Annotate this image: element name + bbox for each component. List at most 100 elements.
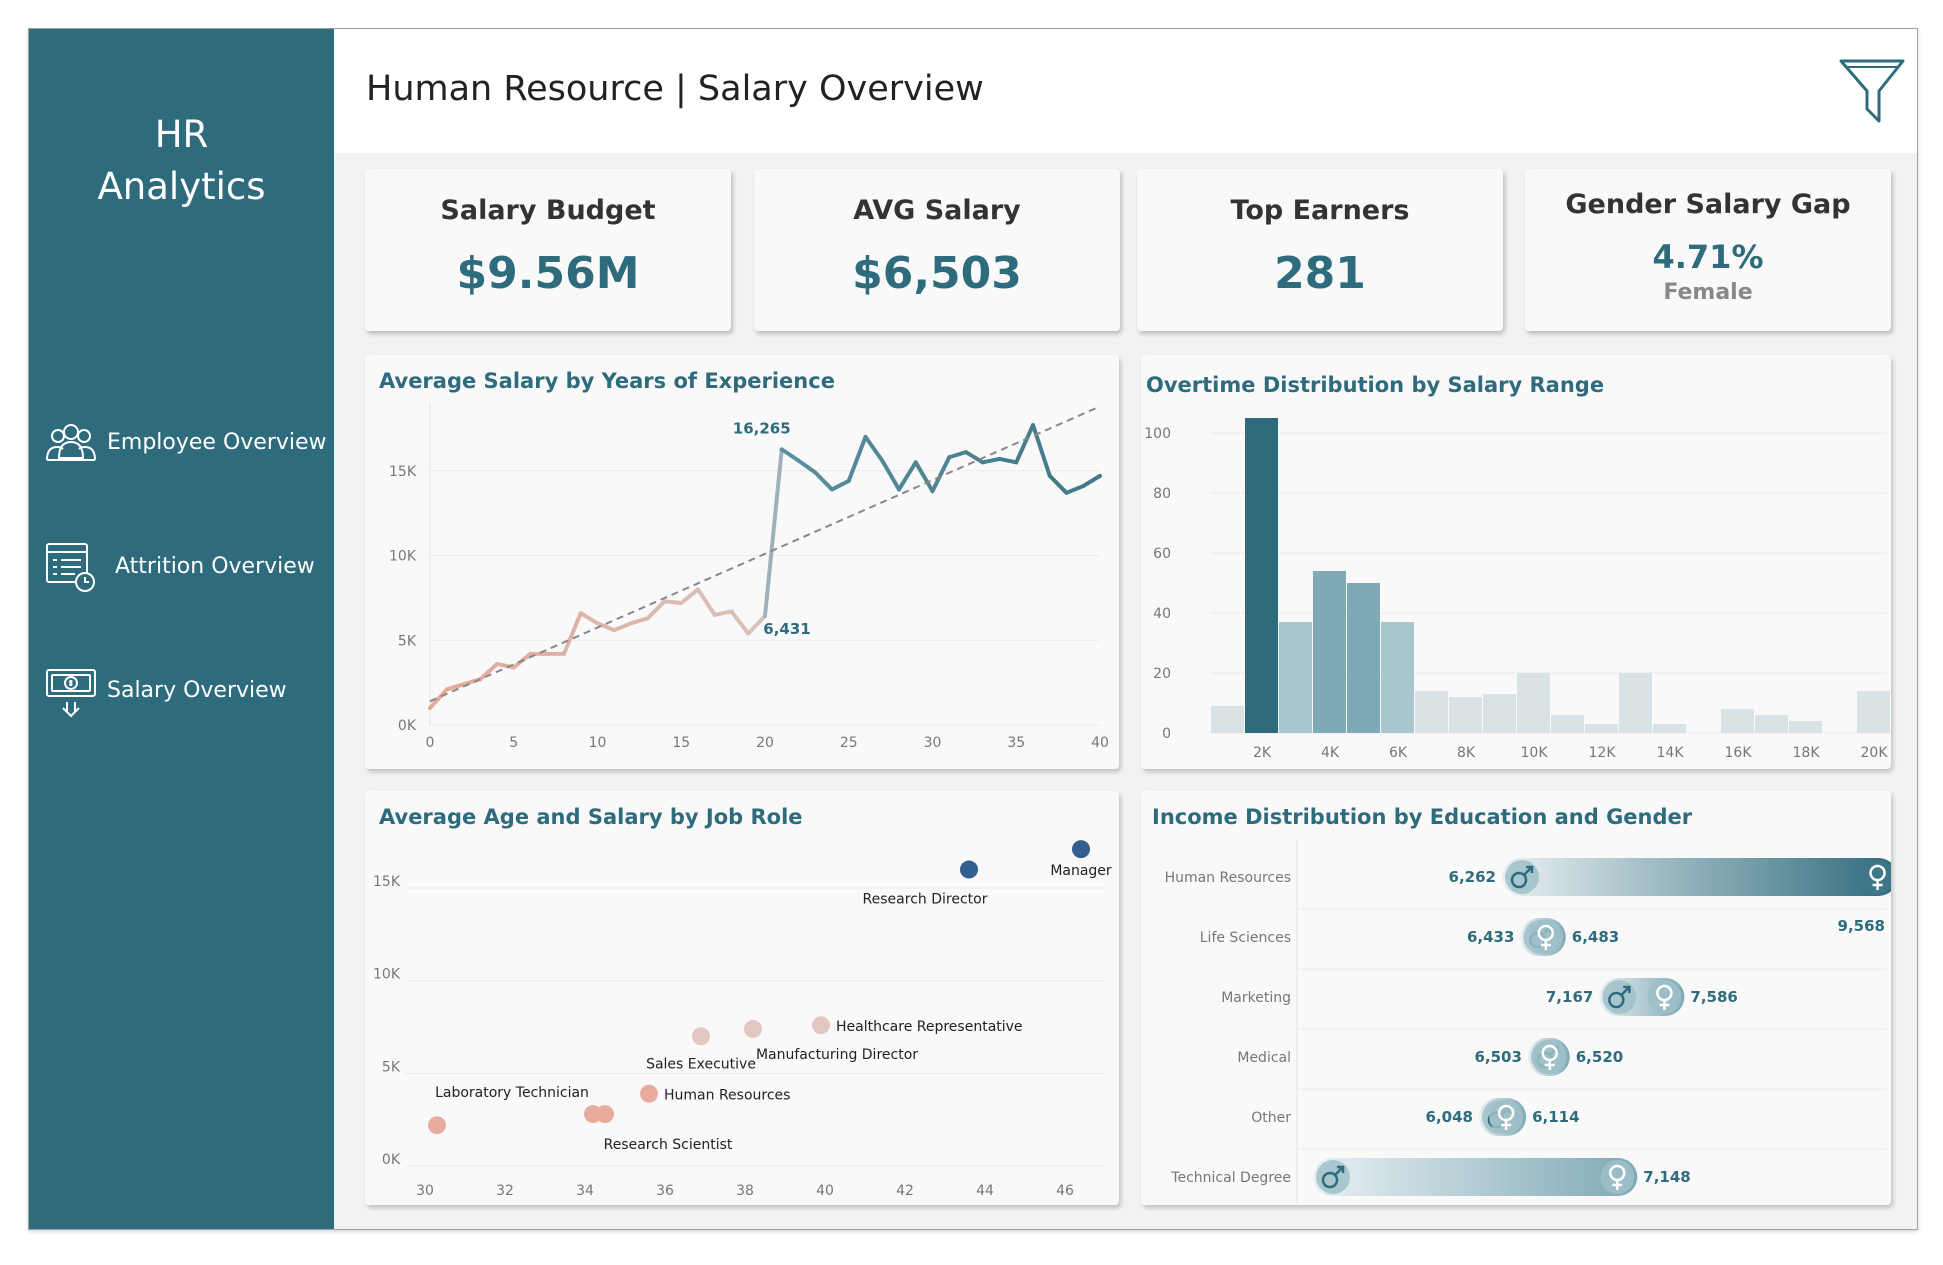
y-tick-label: 60 xyxy=(1153,546,1171,562)
x-tick-label: 18K xyxy=(1793,745,1821,761)
line-segment xyxy=(629,616,650,626)
point-label: Manufacturing Director xyxy=(756,1047,918,1063)
line-segment xyxy=(763,447,784,619)
female-value-label: 6,520 xyxy=(1576,1048,1623,1066)
x-tick-label: 40 xyxy=(1091,735,1109,751)
range-bar xyxy=(1502,858,1891,896)
female-symbol-icon xyxy=(1497,1104,1515,1130)
histogram-bar xyxy=(1415,691,1448,733)
category-label: Technical Degree xyxy=(1170,1170,1291,1186)
line-segment xyxy=(813,470,834,492)
point-label: Manager xyxy=(1050,863,1112,879)
panel-salary-by-experience: 0K 5K 10K 15K 0 5 10 15 20 25 30 35 40 16,265 6,431 Av… xyxy=(365,355,1119,769)
nav-employee-overview[interactable]: Employee Overview xyxy=(43,413,333,471)
female-value-label: 6,483 xyxy=(1572,928,1619,946)
x-tick-label: 46 xyxy=(1056,1183,1074,1199)
kpi-avg-salary-value: $6,503 xyxy=(852,248,1022,299)
line-segment xyxy=(1081,473,1102,489)
male-value-label: 6,503 xyxy=(1474,1048,1521,1066)
y-tick-label: 5K xyxy=(382,1059,401,1075)
male-symbol-arrow xyxy=(1334,1165,1345,1176)
line-segment xyxy=(930,455,952,494)
y-tick-label: 15K xyxy=(373,874,401,890)
female-symbol-cross xyxy=(1540,940,1551,950)
male-marker xyxy=(1602,980,1637,1014)
sidebar: HR Analytics Employee Overview xyxy=(29,29,334,1229)
histogram-bar xyxy=(1619,673,1652,733)
histogram-bar xyxy=(1449,697,1482,733)
line-segment xyxy=(964,450,985,465)
line-segment xyxy=(679,587,700,605)
filter-funnel-icon[interactable] xyxy=(1837,55,1907,125)
female-symbol-icon xyxy=(1869,864,1886,890)
x-tick-label: 32 xyxy=(496,1183,514,1199)
x-tick-label: 16K xyxy=(1725,745,1753,761)
y-tick-label: 0K xyxy=(398,718,417,734)
histogram-bar xyxy=(1857,691,1890,733)
y-tick-label: 100 xyxy=(1144,426,1171,442)
male-value-label: 7,167 xyxy=(1546,988,1593,1006)
scatter-point xyxy=(960,860,978,879)
line-segment xyxy=(830,478,851,492)
kpi-gender-salary-gap: Gender Salary Gap 4.71% Female xyxy=(1525,169,1891,331)
scatter-point xyxy=(812,1016,830,1035)
y-tick-label: 0 xyxy=(1162,726,1171,742)
female-marker xyxy=(1647,980,1682,1014)
point-label: Research Director xyxy=(863,892,988,908)
scatter-point xyxy=(584,1105,602,1124)
chart-title: Income Distribution by Education and Gen… xyxy=(1152,805,1693,829)
line-segment xyxy=(897,460,918,492)
kpi-salary-budget: Salary Budget $9.56M xyxy=(365,169,731,331)
x-tick-label: 25 xyxy=(840,735,858,751)
histogram-bar xyxy=(1313,571,1346,733)
x-tick-label: 12K xyxy=(1589,745,1617,761)
clipboard-clock-icon xyxy=(46,543,95,592)
x-tick-label: 8K xyxy=(1457,745,1476,761)
chart-title: Overtime Distribution by Salary Range xyxy=(1146,373,1605,397)
line-segment xyxy=(1031,423,1052,478)
male-symbol-circle xyxy=(1510,871,1528,889)
page-header: Human Resource | Salary Overview xyxy=(334,29,1917,153)
brand-title: HR Analytics xyxy=(29,109,334,213)
male-symbol-icon xyxy=(1608,985,1631,1009)
histogram-bar xyxy=(1585,724,1618,733)
line-segment xyxy=(578,611,600,626)
x-tick-label: 0 xyxy=(426,735,435,751)
line-segment xyxy=(428,687,449,711)
y-tick-label: 0K xyxy=(382,1152,401,1168)
female-symbol-cross xyxy=(1612,1180,1623,1190)
kpi-salary-budget-title: Salary Budget xyxy=(440,195,656,226)
x-tick-label: 20 xyxy=(756,735,774,751)
y-tick-label: 10K xyxy=(389,549,417,565)
line-segment xyxy=(980,456,1002,465)
scatter-point xyxy=(640,1084,658,1103)
x-tick-label: 40 xyxy=(816,1183,834,1199)
x-tick-label: 10 xyxy=(589,735,607,751)
category-label: Marketing xyxy=(1221,990,1291,1006)
line-segment xyxy=(779,447,801,463)
line-segment xyxy=(1064,484,1086,495)
line-segment xyxy=(846,434,868,483)
male-symbol-arrow xyxy=(1620,985,1631,996)
histogram-bar xyxy=(1551,715,1584,733)
nav-salary-overview[interactable]: Salary Overview xyxy=(43,661,333,719)
kpi-top-earners-value: 281 xyxy=(1274,248,1366,299)
line-segment xyxy=(595,621,617,633)
people-group-icon xyxy=(46,424,96,461)
line-segment xyxy=(746,614,767,636)
nav-attrition-overview[interactable]: Attrition Overview xyxy=(43,537,333,595)
x-tick-label: 2K xyxy=(1253,745,1272,761)
histogram-bar xyxy=(1755,715,1788,733)
female-symbol-icon xyxy=(1609,1164,1626,1190)
histogram-bar xyxy=(1381,622,1414,733)
female-marker xyxy=(1600,1160,1635,1194)
kpi-top-earners: Top Earners 281 xyxy=(1137,169,1503,331)
x-tick-label: 38 xyxy=(736,1183,754,1199)
histogram-chart: 0 20 40 60 80 100 2K 4K 6K 8K 10K 12K 14K 16K 18K 20K xyxy=(1144,418,1890,761)
category-label: Medical xyxy=(1237,1050,1291,1066)
kpi-gender-gap-value: 4.71% xyxy=(1652,238,1764,276)
x-tick-label: 34 xyxy=(576,1183,594,1199)
line-segment xyxy=(645,599,667,621)
line-segment xyxy=(444,682,466,692)
male-symbol-arrow xyxy=(1523,865,1534,876)
